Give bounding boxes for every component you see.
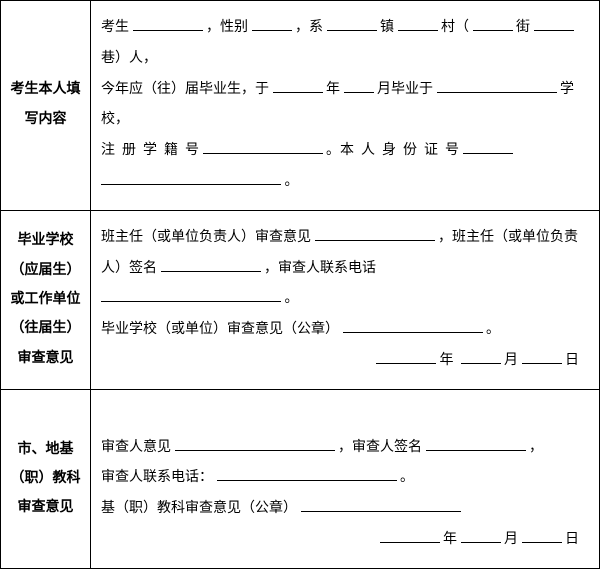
- txt: 日: [565, 532, 579, 547]
- txt: 毕业学校（或单位）审查意见（公章）: [101, 322, 339, 337]
- blank-phone-bureau[interactable]: [217, 465, 397, 482]
- txt: 号: [185, 143, 199, 158]
- txt: 月: [504, 532, 518, 547]
- blank-date-d[interactable]: [522, 347, 562, 364]
- blank-idno-1[interactable]: [463, 137, 513, 154]
- blank-date-m2[interactable]: [461, 526, 501, 543]
- label-applicant: 考生本人填写内容: [1, 1, 91, 210]
- label-school: 毕业学校（应届生）或工作单位（往届生）审查意见: [1, 211, 91, 389]
- txt: 身: [382, 143, 396, 158]
- txt: 巷）人，: [101, 51, 157, 66]
- blank-opinion-bureau[interactable]: [175, 434, 335, 451]
- blank-date-y2[interactable]: [380, 526, 440, 543]
- txt: 。: [285, 291, 299, 306]
- txt: 册: [122, 143, 136, 158]
- txt: 审查人意见: [101, 440, 171, 455]
- blank-opinion-teacher[interactable]: [315, 224, 435, 241]
- blank-county[interactable]: [327, 14, 377, 31]
- blank-date-m[interactable]: [461, 347, 501, 364]
- blank-gender[interactable]: [252, 14, 292, 31]
- txt: 学: [143, 143, 157, 158]
- blank-lane[interactable]: [534, 14, 574, 31]
- blank-date-d2[interactable]: [522, 526, 562, 543]
- txt: 人: [361, 143, 375, 158]
- content-school: 班主任（或单位负责人）审查意见 ，班主任（或单位负责 人）签名 ，审查人联系电话…: [91, 211, 599, 389]
- blank-sign-bureau[interactable]: [426, 434, 526, 451]
- txt: 月毕业于: [377, 82, 433, 97]
- label-text: 毕业学校（应届生）或工作单位（往届生）审查意见: [7, 226, 84, 373]
- txt: 今年应（往）届毕业生，于: [101, 82, 269, 97]
- blank-month[interactable]: [344, 76, 374, 93]
- txt: 份: [403, 143, 417, 158]
- txt: 号: [445, 143, 459, 158]
- blank-date-y[interactable]: [376, 347, 436, 364]
- txt: ，系: [295, 20, 323, 35]
- form-table: 考生本人填写内容 考生 ，性别 ，系 镇 村（ 街 巷）人， 今年应（往）届毕业…: [0, 0, 600, 569]
- txt: 年: [443, 532, 457, 547]
- content-applicant: 考生 ，性别 ，系 镇 村（ 街 巷）人， 今年应（往）届毕业生，于 年 月毕业…: [91, 1, 599, 210]
- txt: 月: [504, 353, 518, 368]
- txt: 镇: [380, 20, 394, 35]
- label-text: 考生本人填写内容: [7, 75, 84, 137]
- txt: 。: [400, 470, 414, 485]
- txt: ，审查人联系电话: [264, 261, 376, 276]
- blank-seal-bureau[interactable]: [301, 495, 461, 512]
- txt: 班主任（或单位负责人）审查意见: [101, 230, 311, 245]
- blank-town[interactable]: [398, 14, 438, 31]
- row-applicant: 考生本人填写内容 考生 ，性别 ，系 镇 村（ 街 巷）人， 今年应（往）届毕业…: [1, 1, 599, 211]
- txt: ，审查人签名: [338, 440, 422, 455]
- txt: ，: [529, 440, 543, 455]
- date-line-bureau: 年 月 日: [101, 525, 589, 556]
- txt: 年: [440, 353, 454, 368]
- blank-phone-reviewer[interactable]: [101, 286, 281, 303]
- txt: ，性别: [206, 20, 248, 35]
- blank-name[interactable]: [133, 14, 203, 31]
- blank-sign-teacher[interactable]: [161, 255, 261, 272]
- blank-year[interactable]: [273, 76, 323, 93]
- txt: 证: [424, 143, 438, 158]
- txt: 日: [565, 353, 579, 368]
- txt: 考生: [101, 20, 129, 35]
- blank-school[interactable]: [437, 76, 557, 93]
- date-line-school: 年 月 日: [101, 346, 589, 377]
- label-text: 市、地基（职）教科审查意见: [7, 435, 84, 523]
- row-school: 毕业学校（应届生）或工作单位（往届生）审查意见 班主任（或单位负责人）审查意见 …: [1, 211, 599, 390]
- txt: 年: [326, 82, 340, 97]
- blank-street[interactable]: [473, 14, 513, 31]
- txt: 。: [486, 322, 500, 337]
- txt: 村（: [441, 20, 469, 35]
- blank-seal-school[interactable]: [343, 316, 483, 333]
- txt: 街: [516, 20, 530, 35]
- txt: 注: [101, 143, 115, 158]
- txt: 。本: [326, 143, 354, 158]
- txt: 。: [285, 174, 299, 189]
- txt: ，班主任（或单位负责: [438, 230, 578, 245]
- label-bureau: 市、地基（职）教科审查意见: [1, 390, 91, 568]
- row-bureau: 市、地基（职）教科审查意见 审查人意见 ，审查人签名 ， 审查人联系电话： 。 …: [1, 390, 599, 568]
- blank-idno-2[interactable]: [101, 168, 281, 185]
- txt: 基（职）教科审查意见（公章）: [101, 501, 297, 516]
- blank-regno[interactable]: [203, 137, 323, 154]
- txt: 人）签名: [101, 261, 157, 276]
- txt: 审查人联系电话：: [101, 470, 213, 485]
- content-bureau: 审查人意见 ，审查人签名 ， 审查人联系电话： 。 基（职）教科审查意见（公章）…: [91, 390, 599, 568]
- txt: 籍: [164, 143, 178, 158]
